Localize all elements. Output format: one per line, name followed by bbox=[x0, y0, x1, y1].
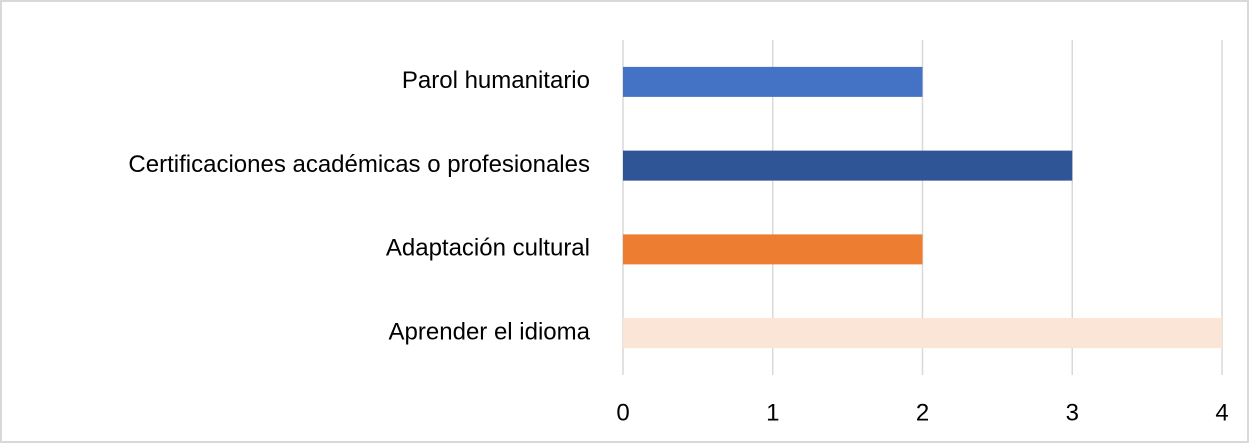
y-tick-label: Adaptación cultural bbox=[386, 235, 590, 262]
y-tick-label: Certificaciones académicas o profesional… bbox=[128, 151, 590, 178]
y-tick-label: Parol humanitario bbox=[402, 67, 590, 94]
x-tick-label: 4 bbox=[1215, 399, 1228, 426]
x-tick-label: 2 bbox=[916, 399, 929, 426]
bar bbox=[623, 234, 923, 265]
y-tick-label: Aprender el idioma bbox=[389, 318, 591, 345]
bar bbox=[623, 318, 1222, 349]
x-tick-label: 0 bbox=[616, 399, 629, 426]
bar bbox=[623, 150, 1073, 181]
x-tick-label: 3 bbox=[1066, 399, 1079, 426]
bar bbox=[623, 66, 923, 97]
x-tick-label: 1 bbox=[766, 399, 779, 426]
